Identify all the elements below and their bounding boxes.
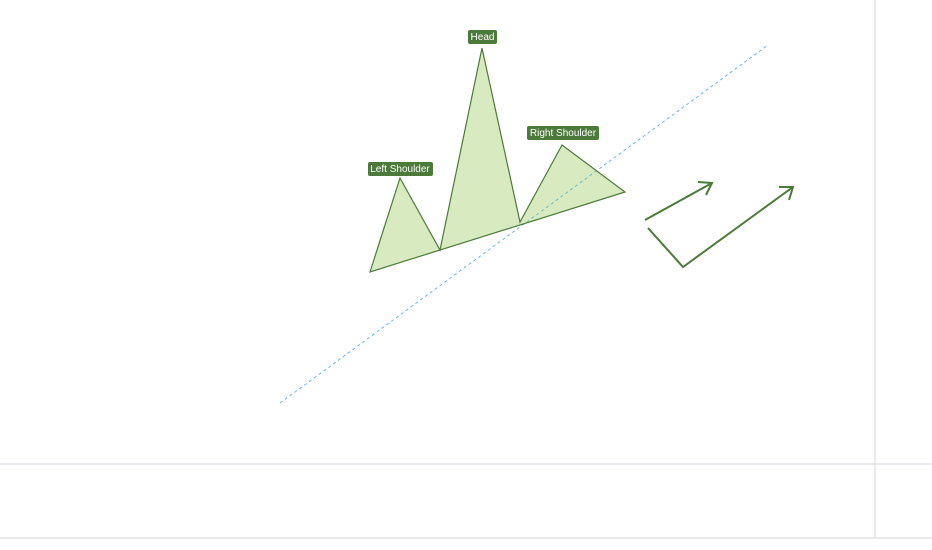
annotation: Head [471, 32, 495, 43]
annotation-box [527, 126, 599, 140]
arrow-head [697, 181, 714, 196]
annotation-box [368, 162, 433, 176]
annotation: Left Shoulder [370, 164, 430, 175]
drawings: Left Shoulder Head Right Shoulder [279, 30, 795, 404]
arrow [647, 186, 794, 269]
annotation: Right Shoulder [530, 128, 597, 139]
arrow-head [779, 186, 795, 201]
head-shoulders-pattern [369, 47, 627, 273]
annotation-box [468, 30, 497, 44]
arrow [644, 182, 713, 221]
